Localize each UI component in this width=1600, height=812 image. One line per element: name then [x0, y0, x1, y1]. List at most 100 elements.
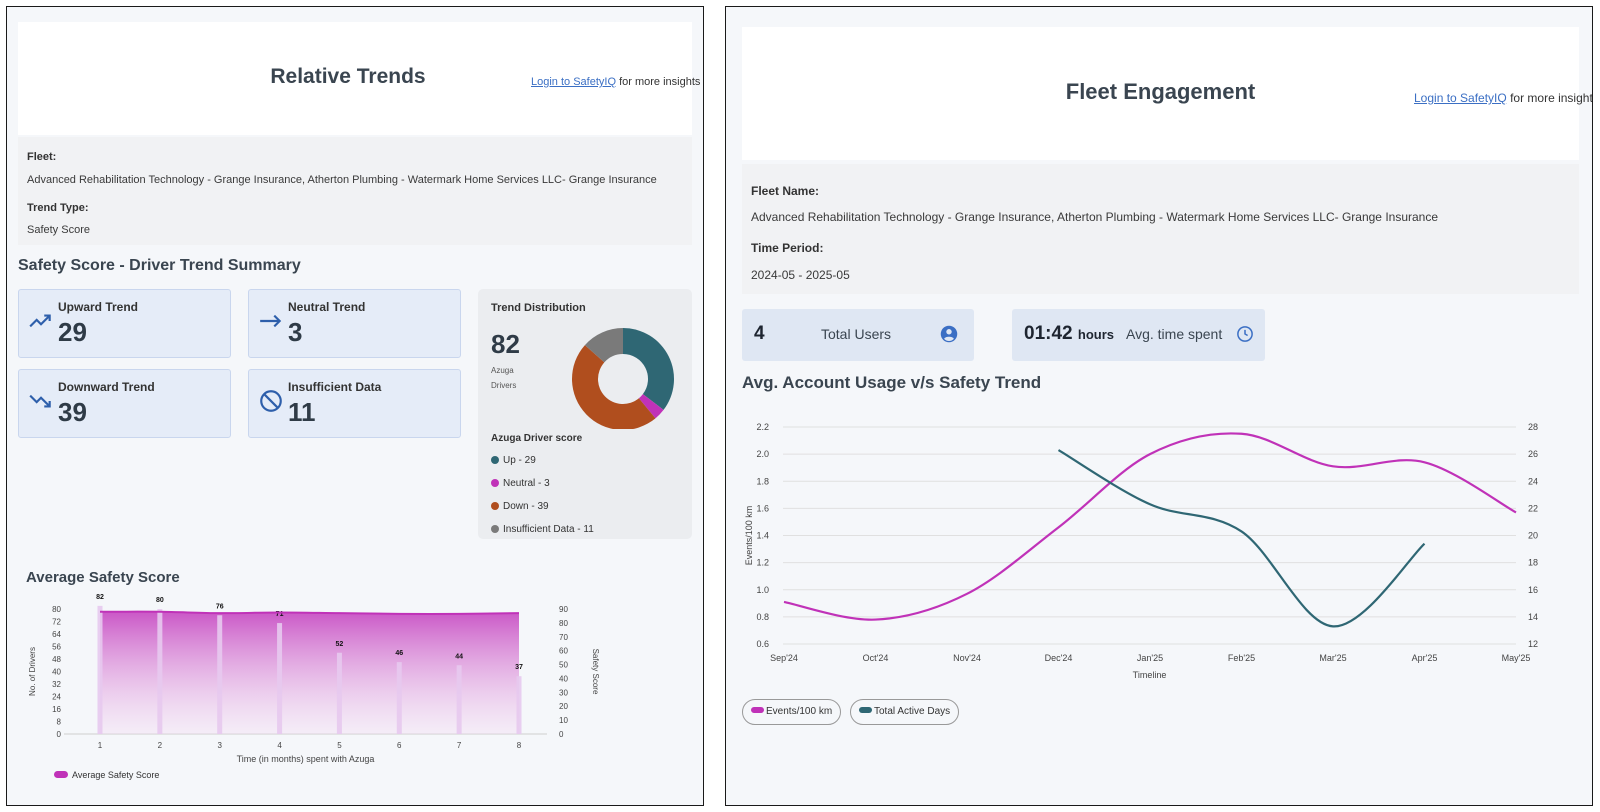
usage-y2-tick: 18 — [1528, 558, 1538, 568]
trend-distribution-donut — [572, 328, 674, 429]
avg-y2-tick: 70 — [559, 633, 568, 642]
fleet-login-link[interactable]: Login to SafetyIQ — [1414, 91, 1507, 105]
downward-trend-card: Downward Trend 39 — [18, 369, 231, 438]
trend-type-value: Safety Score — [27, 224, 90, 236]
avg-x-tick: 3 — [217, 741, 222, 750]
donut-slice-up — [623, 328, 674, 410]
avg-x-tick: 2 — [158, 741, 163, 750]
avg-bar-label: 76 — [216, 603, 224, 610]
usage-x-tick: Dec'24 — [1045, 653, 1073, 663]
usage-y2-tick: 14 — [1528, 612, 1538, 622]
clock-icon — [1237, 326, 1253, 342]
distribution-total: 82 — [491, 329, 520, 359]
avg-bar-label: 46 — [395, 650, 403, 657]
insufficient-data-card: Insufficient Data 11 — [248, 369, 461, 438]
legend-events-per-100km[interactable]: Events/100 km — [742, 699, 842, 725]
avg-legend-swatch — [54, 771, 68, 778]
legend-label-events: Events/100 km — [766, 706, 833, 717]
avg-y2-tick: 50 — [559, 661, 568, 670]
avg-bar-4 — [277, 623, 283, 734]
legend-label-neutral: Neutral - 3 — [503, 478, 550, 489]
relative-trends-header: Relative Trends Login to SafetyIQ for mo… — [18, 22, 700, 135]
avg-y-tick: 24 — [52, 693, 61, 702]
usage-x-tick: Apr'25 — [1412, 653, 1438, 663]
distribution-legend-title: Azuga Driver score — [491, 433, 583, 444]
avg-bar-label: 71 — [276, 611, 284, 618]
avg-y2-label: Safety Score — [591, 649, 600, 695]
usage-x-tick: Nov'24 — [953, 653, 981, 663]
fleet-value: Advanced Rehabilitation Technology - Gra… — [27, 174, 657, 186]
trending-down-icon — [29, 394, 51, 408]
avg-bar-3 — [217, 615, 223, 734]
avg-x-tick: 6 — [397, 741, 402, 750]
legend-total-active-days[interactable]: Total Active Days — [850, 699, 960, 725]
average-safety-score-chart: 0816243240485664728001020304050607080908… — [28, 594, 600, 780]
avg-legend-label: Average Safety Score — [72, 770, 159, 780]
usage-x-tick: Oct'24 — [863, 653, 889, 663]
distribution-title: Trend Distribution — [491, 302, 586, 314]
avg-y-label: No. of Drivers — [28, 647, 37, 696]
avg-bar-label: 44 — [455, 653, 463, 660]
legend-dot-down — [491, 502, 499, 510]
trend-distribution-card: Trend Distribution 82 Azuga Drivers Azug… — [478, 289, 692, 539]
usage-y2-tick: 28 — [1528, 422, 1538, 432]
usage-y-tick: 2.2 — [756, 422, 769, 432]
trending-up-icon — [29, 314, 51, 328]
arrow-right-icon — [260, 314, 282, 328]
avg-y-tick: 0 — [57, 730, 62, 739]
fleet-name-label: Fleet Name: — [751, 184, 820, 198]
usage-x-tick: Feb'25 — [1228, 653, 1255, 663]
avg-bar-2 — [157, 609, 163, 734]
usage-y-tick: 2.0 — [756, 449, 769, 459]
avg-bar-6 — [396, 662, 402, 734]
avg-bar-label: 82 — [96, 594, 104, 601]
legend-label-down: Down - 39 — [503, 501, 549, 512]
usage-series-line-1 — [1057, 449, 1426, 628]
avg-x-label: Time (in months) spent with Azuga — [237, 754, 375, 764]
avg-y2-tick: 20 — [559, 702, 568, 711]
avg-y2-tick: 60 — [559, 647, 568, 656]
donut-slice-neutral — [638, 394, 664, 419]
avg-y2-tick: 0 — [559, 730, 564, 739]
downward-trend-value: 39 — [58, 397, 87, 427]
avg-x-tick: 5 — [337, 741, 342, 750]
usage-y-tick: 0.8 — [756, 612, 769, 622]
avg-y-tick: 8 — [57, 718, 62, 727]
upward-trend-card: Upward Trend 29 — [18, 289, 231, 358]
avg-y2-tick: 10 — [559, 716, 568, 725]
upward-trend-value: 29 — [58, 317, 87, 347]
legend-dot-neutral — [491, 479, 499, 487]
donut-slice-insufficient-data — [584, 328, 623, 363]
fleet-engagement-panel: Fleet Engagement Login to SafetyIQ for m… — [725, 6, 1593, 806]
login-link[interactable]: Login to SafetyIQ — [531, 76, 616, 88]
usage-y-tick: 1.0 — [756, 585, 769, 595]
donut-slice-down — [572, 345, 656, 429]
neutral-trend-value: 3 — [288, 317, 303, 347]
distribution-total-sub2: Drivers — [491, 381, 517, 390]
usage-y2-tick: 22 — [1528, 503, 1538, 513]
avg-bar-5 — [336, 652, 342, 734]
avg-y2-tick: 90 — [559, 605, 568, 614]
avg-x-tick: 7 — [457, 741, 462, 750]
average-safety-score-title: Average Safety Score — [26, 569, 180, 586]
total-users-label: Total Users — [821, 326, 892, 342]
login-note: Login to SafetyIQ for more insights — [531, 76, 700, 88]
insufficient-data-value: 11 — [288, 397, 316, 427]
legend-item-down: Down - 39 — [491, 501, 549, 512]
upward-trend-label: Upward Trend — [58, 300, 139, 314]
total-users-value: 4 — [754, 323, 765, 344]
usage-y2-tick: 26 — [1528, 449, 1538, 459]
usage-x-tick: Mar'25 — [1319, 653, 1346, 663]
page-title: Relative Trends — [270, 65, 426, 88]
legend-dot-insufficient — [491, 525, 499, 533]
relative-trends-panel: Relative Trends Login to SafetyIQ for mo… — [6, 6, 704, 806]
legend-label-active-days: Total Active Days — [874, 706, 951, 717]
legend-dot-up — [491, 456, 499, 464]
avg-bar-label: 37 — [515, 664, 523, 671]
usage-y-tick: 1.2 — [756, 558, 769, 568]
avg-time-value: 01:42 hours — [1024, 323, 1114, 345]
avg-y-tick: 56 — [52, 643, 61, 652]
avg-time-card: 01:42 hours Avg. time spent — [1012, 309, 1265, 361]
usage-y2-tick: 12 — [1528, 639, 1538, 649]
avg-x-tick: 1 — [98, 741, 103, 750]
